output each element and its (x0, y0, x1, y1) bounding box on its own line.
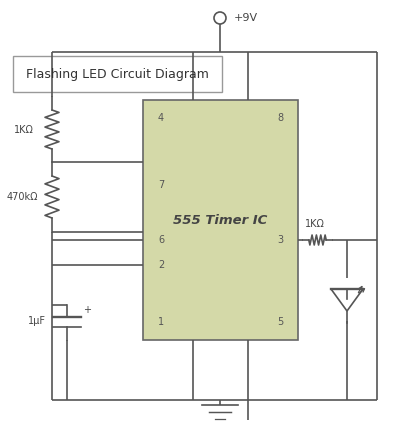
Text: 1KΩ: 1KΩ (14, 124, 34, 135)
Text: 2: 2 (158, 260, 164, 270)
Text: +: + (83, 305, 91, 315)
Text: 470kΩ: 470kΩ (6, 192, 38, 202)
Text: 1KΩ: 1KΩ (305, 219, 325, 229)
Text: 4: 4 (158, 113, 164, 123)
Text: 7: 7 (158, 180, 164, 190)
FancyBboxPatch shape (143, 100, 298, 340)
Text: 6: 6 (158, 235, 164, 245)
FancyBboxPatch shape (13, 56, 222, 92)
Text: 1μF: 1μF (28, 316, 46, 325)
Text: 5: 5 (277, 317, 283, 327)
Text: 8: 8 (277, 113, 283, 123)
Text: +9V: +9V (234, 13, 258, 23)
Text: 555 Timer IC: 555 Timer IC (173, 214, 268, 226)
Text: Flashing LED Circuit Diagram: Flashing LED Circuit Diagram (26, 67, 209, 80)
Text: 3: 3 (277, 235, 283, 245)
Text: 1: 1 (158, 317, 164, 327)
